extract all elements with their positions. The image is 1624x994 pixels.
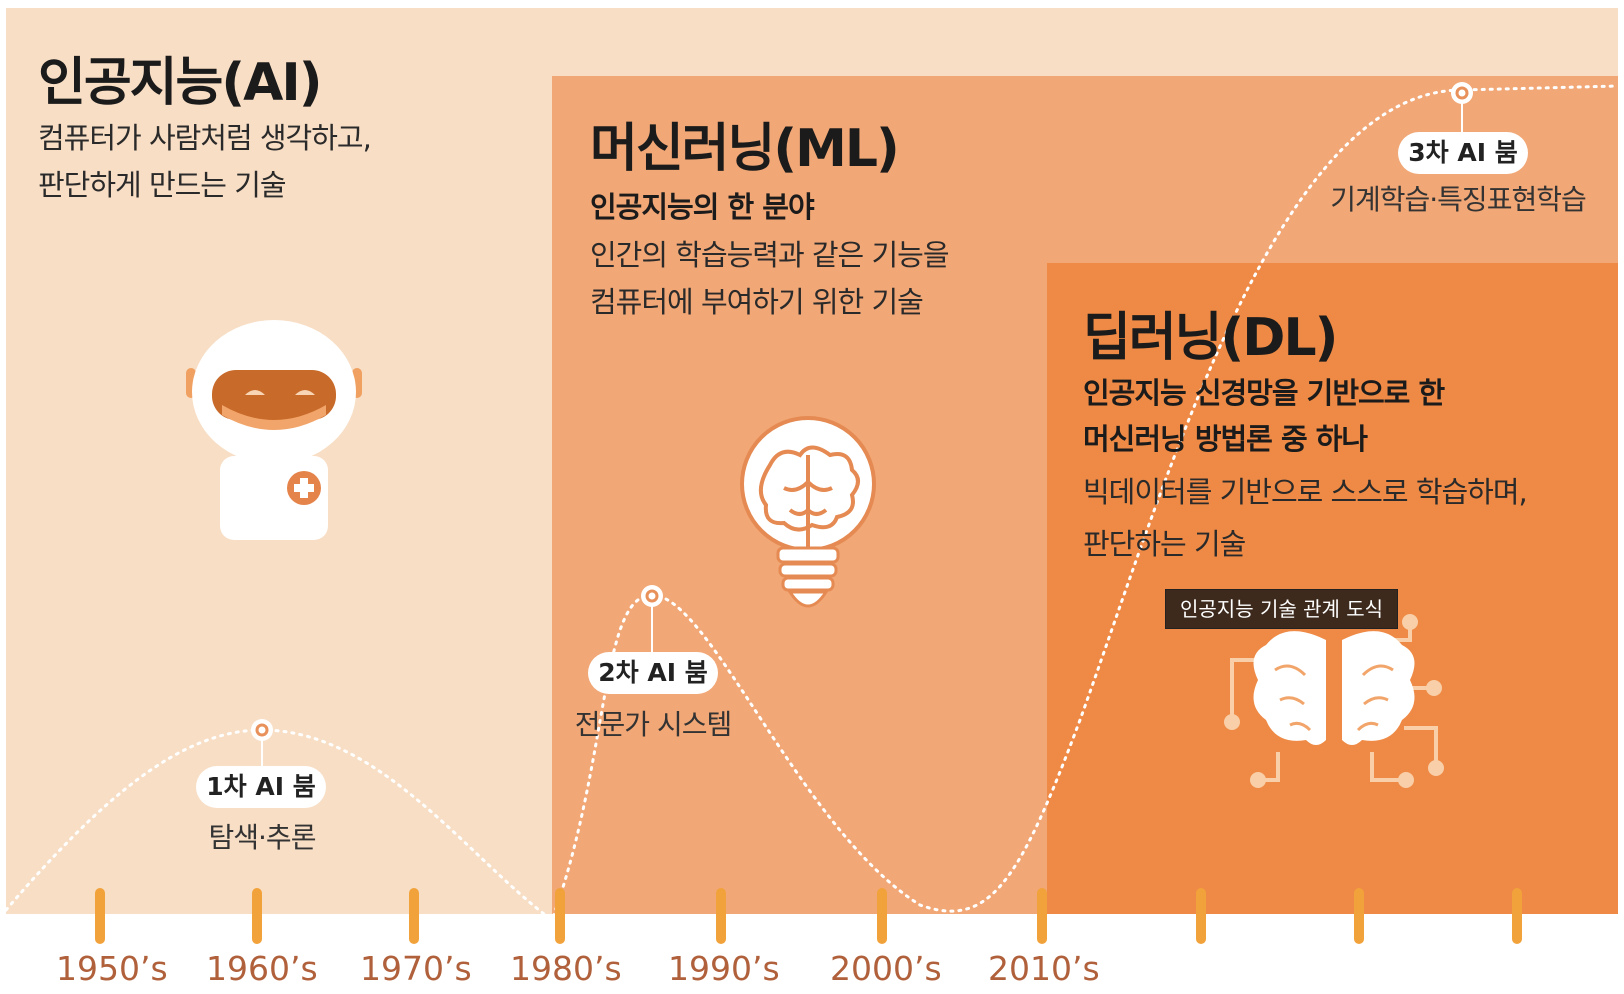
timeline-tick bbox=[1037, 888, 1047, 944]
year-label: 2000’s bbox=[830, 949, 942, 988]
timeline-tick bbox=[716, 888, 726, 944]
ai-desc-line: 판단하게 만드는 기술 bbox=[38, 168, 287, 202]
image-tooltip: 인공지능 기술 관계 도식 bbox=[1165, 589, 1399, 629]
year-label: 1950’s bbox=[56, 949, 168, 988]
ai-description: 컴퓨터가 사람처럼 생각하고, 판단하게 만드는 기술 bbox=[38, 115, 372, 209]
boom2-marker bbox=[641, 585, 663, 607]
boom3-pill: 3차 AI 붐 bbox=[1398, 132, 1528, 174]
dl-subtitle-line: 머신러닝 방법론 중 하나 bbox=[1083, 422, 1368, 456]
ml-desc-line: 인간의 학습능력과 같은 기능을 bbox=[590, 238, 949, 272]
timeline-tick bbox=[95, 888, 105, 944]
boom1-marker bbox=[251, 719, 273, 741]
dl-desc-line: 빅데이터를 기반으로 스스로 학습하며, bbox=[1083, 475, 1528, 509]
boom2-desc: 전문가 시스템 bbox=[574, 708, 732, 741]
ml-title: 머신러닝(ML) bbox=[590, 119, 900, 179]
boom3-marker bbox=[1451, 82, 1473, 104]
dl-description: 빅데이터를 기반으로 스스로 학습하며, 판단하는 기술 bbox=[1083, 466, 1528, 570]
ml-description: 인간의 학습능력과 같은 기능을 컴퓨터에 부여하기 위한 기술 bbox=[590, 232, 949, 326]
year-label: 1980’s bbox=[510, 949, 622, 988]
dl-subtitle-line: 인공지능 신경망을 기반으로 한 bbox=[1083, 376, 1445, 410]
timeline-tick bbox=[1512, 888, 1522, 944]
ml-subtitle: 인공지능의 한 분야 bbox=[590, 190, 815, 224]
boom3-desc: 기계학습·특징표현학습 bbox=[1330, 183, 1587, 216]
boom2-pill: 2차 AI 붐 bbox=[588, 652, 718, 694]
ai-title: 인공지능(AI) bbox=[38, 53, 322, 113]
timeline-tick bbox=[877, 888, 887, 944]
year-label: 2010’s bbox=[988, 949, 1100, 988]
timeline-tick bbox=[409, 888, 419, 944]
dl-subtitle: 인공지능 신경망을 기반으로 한 머신러닝 방법론 중 하나 bbox=[1083, 370, 1445, 462]
timeline-tick bbox=[1196, 888, 1206, 944]
timeline-tick bbox=[1354, 888, 1364, 944]
ml-desc-line: 컴퓨터에 부여하기 위한 기술 bbox=[590, 285, 924, 319]
boom-curve bbox=[4, 84, 1620, 923]
year-label: 1960’s bbox=[206, 949, 318, 988]
ai-desc-line: 컴퓨터가 사람처럼 생각하고, bbox=[38, 121, 372, 155]
dl-title: 딥러닝(DL) bbox=[1083, 308, 1338, 368]
dl-desc-line: 판단하는 기술 bbox=[1083, 527, 1246, 561]
year-label: 1970’s bbox=[360, 949, 472, 988]
timeline-tick bbox=[252, 888, 262, 944]
boom1-desc: 탐색·추론 bbox=[208, 821, 317, 854]
timeline-tick bbox=[555, 888, 565, 944]
boom1-pill: 1차 AI 붐 bbox=[196, 766, 326, 808]
year-label: 1990’s bbox=[668, 949, 780, 988]
dl-panel bbox=[1047, 263, 1618, 914]
